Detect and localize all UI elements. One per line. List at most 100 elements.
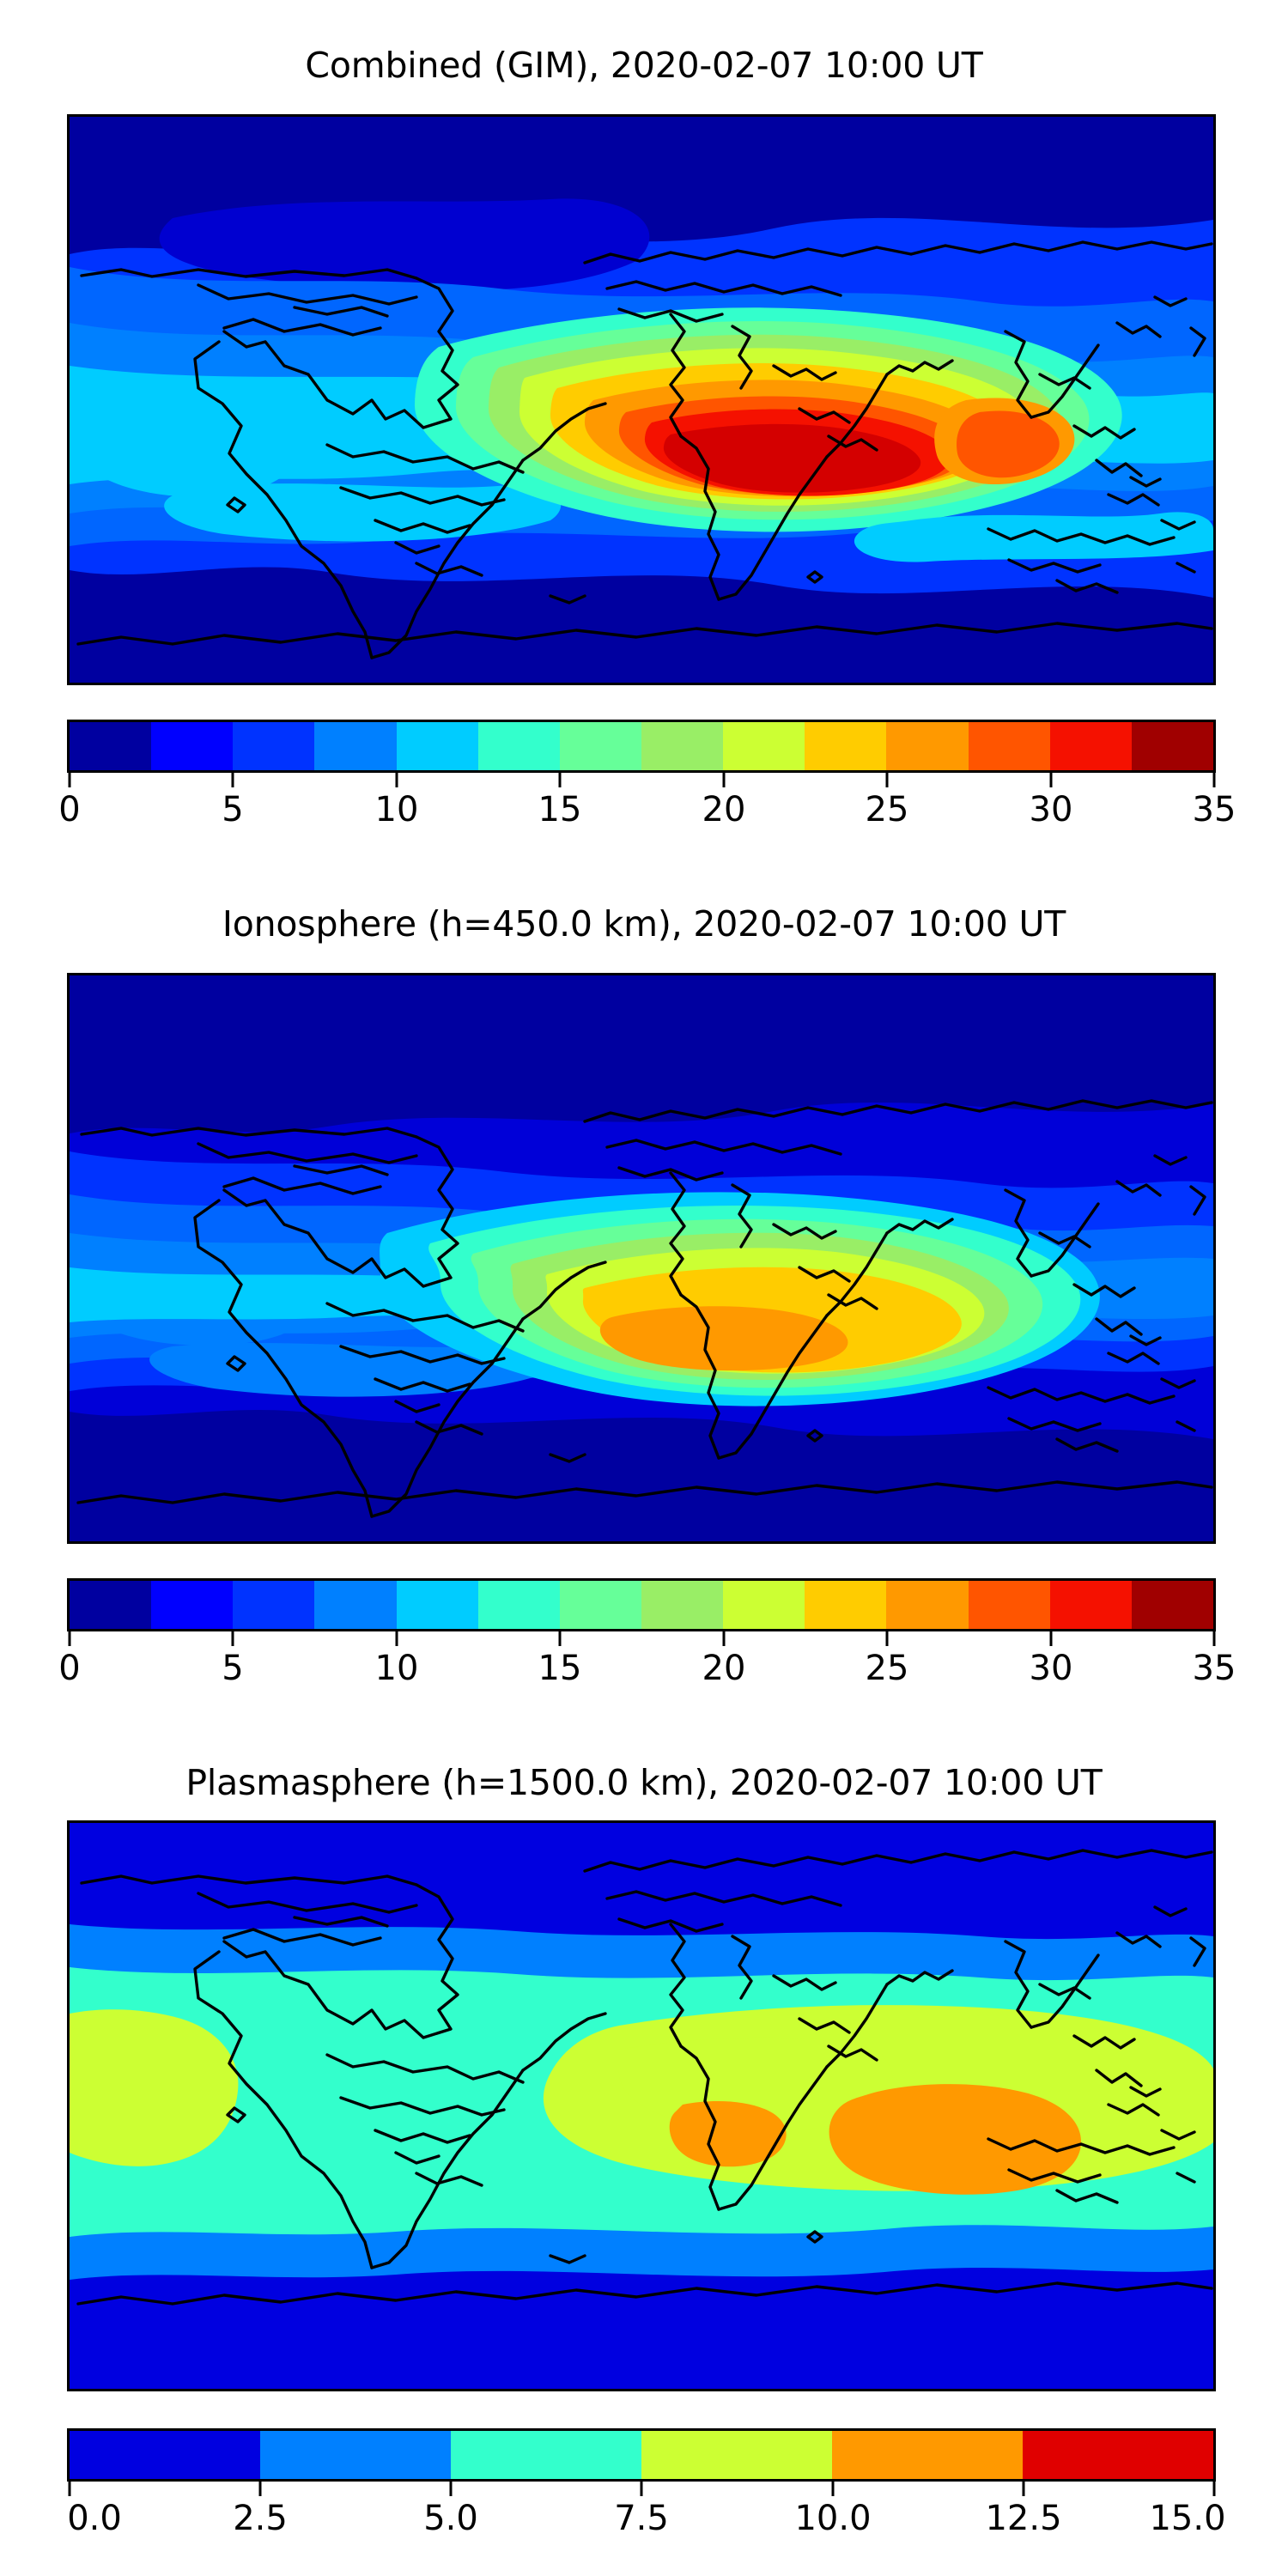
panel-title-ionosphere: Ionosphere (h=450.0 km), 2020-02-07 10:0… [222,903,1066,945]
colorbar-tick-label: 25 [865,1649,909,1688]
colorbar-segment [477,722,560,770]
map-plasmasphere [67,1820,1216,2391]
colorbar-segment [723,1581,805,1629]
colorbar-tick-label: 15 [538,790,582,829]
colorbar-tick-label: 20 [702,790,746,829]
map-svg-plasmasphere [70,1823,1213,2389]
colorbar-segment [641,2431,832,2479]
tick-mark [885,773,889,787]
colorbar-segment [559,1581,641,1629]
map-ionosphere [67,973,1216,1544]
tick-mark [1212,773,1216,787]
colorbar-segment [1131,722,1213,770]
colorbar-segment [723,722,805,770]
colorbar-segment [886,1581,969,1629]
tick-mark [885,1631,889,1646]
colorbar-labels-2: 0 5 10 15 20 25 30 35 [58,1649,1236,1690]
colorbar-ionosphere: 0 5 10 15 20 25 30 35 [58,1578,1236,1690]
colorbar-tick-label: 12.5 [985,2499,1062,2538]
contour-fill-layer-3 [70,1823,1213,2389]
colorbar-segment [70,722,152,770]
tick-mark [1049,1631,1053,1646]
tick-mark [68,1631,71,1646]
colorbar-segment [805,1581,887,1629]
colorbar-ticks-3 [67,2482,1216,2499]
colorbar-segment [1049,1581,1132,1629]
colorbar-tick-label: 5.0 [423,2499,478,2538]
colorbar-segment [477,1581,560,1629]
colorbar-segment [641,1581,724,1629]
colorbar-segment [451,2431,641,2479]
colorbar-segment [641,722,724,770]
tick-mark [231,773,234,787]
colorbar-combined-gim: 0 5 10 15 20 25 30 35 [58,720,1236,831]
colorbar-tick-label: 20 [702,1649,746,1688]
tick-mark [68,2482,71,2496]
tick-mark [1049,773,1053,787]
colorbar-tick-label: 7.5 [614,2499,669,2538]
map-svg-combined-gim [70,117,1213,683]
colorbar-segment [314,722,397,770]
tick-mark [722,773,726,787]
colorbar-tick-label: 5 [222,790,244,829]
colorbar-labels-3: 0.0 2.5 5.0 7.5 10.0 12.5 15.0 [67,2499,1225,2540]
tick-mark [640,2482,643,2496]
panel-title-plasmasphere: Plasmasphere (h=1500.0 km), 2020-02-07 1… [185,1762,1103,1803]
tick-mark [258,2482,262,2496]
tick-mark [558,773,562,787]
colorbar-plasmasphere: 0.0 2.5 5.0 7.5 10.0 12.5 15.0 [67,2428,1226,2540]
tick-mark [1212,2482,1216,2496]
colorbar-segment [151,1581,234,1629]
colorbar-tick-label: 10 [374,1649,419,1688]
tick-mark [231,1631,234,1646]
colorbar-segment [968,1581,1050,1629]
map-svg-ionosphere [70,975,1213,1541]
panel-title-combined-gim: Combined (GIM), 2020-02-07 10:00 UT [305,45,983,86]
tick-mark [831,2482,835,2496]
coastline-layer-3 [76,1849,1213,2306]
colorbar-segment [1131,1581,1213,1629]
coastline-layer-1 [76,240,1213,659]
colorbar-bar-2 [67,1578,1216,1631]
tick-mark [395,773,398,787]
colorbar-tick-label: 0 [58,1649,81,1688]
colorbar-segment [805,722,887,770]
colorbar-segment [559,722,641,770]
colorbar-ticks-2 [67,1631,1216,1649]
colorbar-tick-label: 5 [222,1649,244,1688]
colorbar-segment [314,1581,397,1629]
panel-combined-gim: Combined (GIM), 2020-02-07 10:00 UT [0,0,1288,859]
coastline-layer-2 [76,1099,1213,1518]
tick-mark [395,1631,398,1646]
colorbar-segment [396,1581,478,1629]
colorbar-segment [233,1581,315,1629]
colorbar-segment [1049,722,1132,770]
colorbar-segment [70,1581,152,1629]
colorbar-segment [396,722,478,770]
colorbar-segment [233,722,315,770]
colorbar-segment [1023,2431,1213,2479]
tick-mark [558,1631,562,1646]
colorbar-tick-label: 25 [865,790,909,829]
tick-mark [722,1631,726,1646]
colorbar-segment [260,2431,451,2479]
colorbar-tick-label: 10.0 [794,2499,872,2538]
colorbar-tick-label: 0 [58,790,81,829]
contour-fill-layer-1 [70,117,1213,683]
colorbar-tick-label: 15 [538,1649,582,1688]
map-combined-gim [67,114,1216,685]
contour-fill-layer-2 [70,975,1213,1541]
colorbar-segment [968,722,1050,770]
colorbar-bar-3 [67,2428,1216,2482]
colorbar-ticks-1 [67,773,1216,790]
colorbar-tick-label: 30 [1029,1649,1073,1688]
colorbar-tick-label: 35 [1192,790,1236,829]
tick-mark [1022,2482,1025,2496]
panel-ionosphere: Ionosphere (h=450.0 km), 2020-02-07 10:0… [0,859,1288,1717]
tick-mark [449,2482,453,2496]
colorbar-labels-1: 0 5 10 15 20 25 30 35 [58,790,1236,831]
colorbar-segment [886,722,969,770]
colorbar-tick-label: 0.0 [67,2499,122,2538]
colorbar-tick-label: 15.0 [1149,2499,1226,2538]
colorbar-segment [70,2431,260,2479]
